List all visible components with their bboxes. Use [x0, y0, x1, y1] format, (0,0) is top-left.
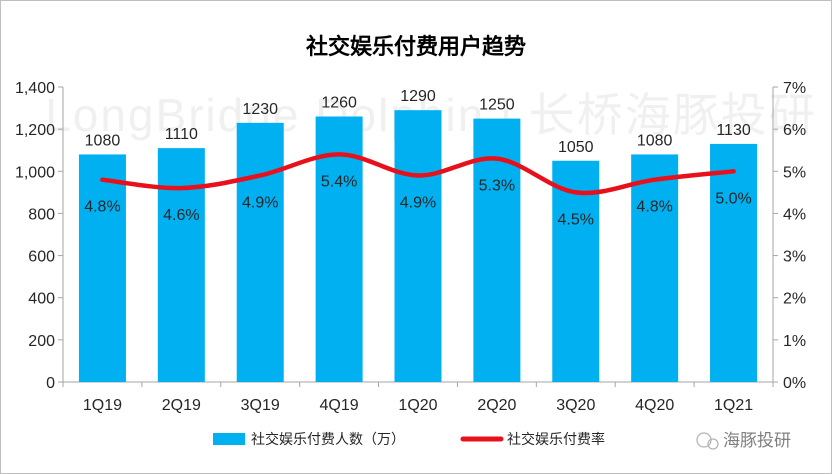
bar-value-label: 1080	[637, 132, 673, 149]
bar-value-label: 1130	[716, 122, 751, 139]
y-right-tick-label: 1%	[783, 333, 806, 350]
bar-value-label: 1110	[165, 126, 198, 143]
x-tick-label: 2Q19	[162, 397, 201, 414]
bar-labels-layer: 1080 1110 1230 1260 1290 1250 1050 1080 1130	[85, 88, 751, 156]
bar-value-label: 1290	[400, 88, 436, 105]
bar-value-label: 1080	[85, 132, 121, 149]
rate-value-label: 4.6%	[163, 207, 199, 224]
y-left-tick-label: 1,000	[15, 164, 55, 181]
bar-value-label: 1250	[479, 97, 515, 114]
y-right-tick-label: 0%	[783, 375, 806, 392]
rate-line	[100, 152, 736, 196]
rate-value-label: 4.8%	[84, 199, 120, 216]
bar-value-label: 1050	[558, 139, 594, 156]
rate-value-label: 5.0%	[715, 190, 751, 207]
x-tick-label: 4Q20	[635, 397, 674, 414]
rate-value-label: 5.4%	[321, 173, 357, 190]
legend: 社交娱乐付费人数（万） 社交娱乐付费率	[213, 431, 605, 448]
x-tick-label: 1Q21	[714, 397, 753, 414]
legend-bar-label: 社交娱乐付费人数（万）	[251, 431, 405, 448]
chart-title: 社交娱乐付费用户趋势	[306, 34, 526, 60]
x-tick-label: 3Q19	[241, 397, 280, 414]
y-right-tick-label: 2%	[783, 291, 806, 308]
y-right-tick-label: 6%	[783, 122, 806, 139]
line-layer	[100, 152, 736, 196]
bar-value-label: 1230	[242, 101, 278, 118]
bar	[78, 154, 126, 382]
y-left-tick-label: 600	[28, 249, 55, 266]
y-right-tick-label: 3%	[783, 249, 806, 266]
brand-badge: 海豚投研	[696, 431, 791, 451]
line-labels-layer: 4.8% 4.6% 4.9% 5.4% 4.9% 5.3% 4.5% 4.8% 5.0%	[84, 173, 752, 228]
bar	[552, 160, 600, 382]
rate-value-label: 5.3%	[479, 178, 515, 195]
brand-label: 海豚投研	[723, 431, 791, 451]
x-tick-label: 3Q20	[556, 397, 595, 414]
bar	[394, 110, 442, 382]
bar	[631, 154, 679, 382]
y-left-tick-label: 400	[28, 291, 55, 308]
x-tick-label: 1Q19	[83, 397, 122, 414]
rate-value-label: 4.5%	[558, 211, 594, 228]
y-left-tick-label: 800	[28, 206, 55, 223]
bar	[315, 116, 363, 382]
x-tick-label: 2Q20	[477, 397, 516, 414]
y-left-tick-label: 200	[28, 333, 55, 350]
rate-value-label: 4.9%	[400, 195, 436, 212]
bar	[710, 143, 758, 382]
y-left-tick-label: 1,400	[15, 80, 55, 97]
bar	[157, 148, 205, 382]
x-tick-label: 4Q19	[320, 397, 359, 414]
y-left-tick-label: 1,200	[15, 122, 55, 139]
legend-bar-swatch	[213, 433, 245, 445]
y-right-tick-label: 4%	[783, 206, 806, 223]
brand-icon	[696, 432, 712, 448]
x-tick-label: 1Q20	[398, 397, 437, 414]
bar	[236, 122, 284, 383]
y-right-tick-label: 5%	[783, 164, 806, 181]
y-right-tick-label: 7%	[783, 80, 806, 97]
brand-icon-dot	[707, 438, 719, 450]
rate-value-label: 4.9%	[242, 195, 278, 212]
legend-line-label: 社交娱乐付费率	[507, 431, 605, 448]
rate-value-label: 4.8%	[636, 199, 672, 216]
y-left-tick-label: 0	[46, 375, 55, 392]
bars-layer	[78, 110, 758, 383]
bar-value-label: 1260	[321, 95, 357, 112]
